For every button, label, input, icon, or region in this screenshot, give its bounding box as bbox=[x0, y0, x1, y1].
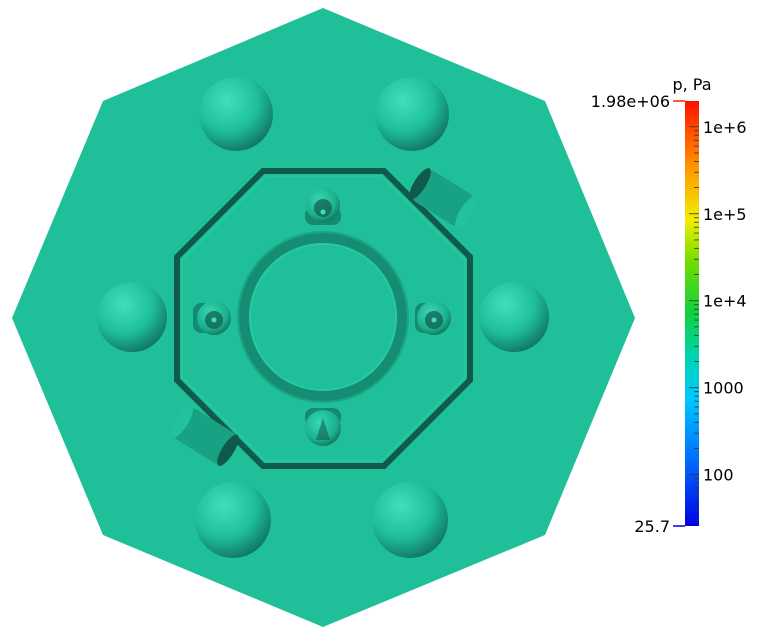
colorbar-ticks: 1e+6 1e+5 1e+4 1000 100 bbox=[689, 118, 747, 521]
central-ring bbox=[239, 233, 407, 401]
sphere-bottom-right bbox=[372, 482, 448, 558]
nozzle-right bbox=[415, 301, 451, 335]
colorbar-tick-label: 1e+4 bbox=[703, 292, 747, 311]
sphere-right bbox=[479, 282, 549, 352]
colorbar-tick-label: 100 bbox=[703, 466, 734, 485]
inner-octagon-frame-highlight bbox=[181, 175, 466, 462]
nozzle-bottom bbox=[305, 408, 341, 446]
sphere-left bbox=[97, 282, 167, 352]
color-legend: p, Pa 1e+6 1e+5 1e+4 1000 100 1.98e+06 25.7 bbox=[591, 75, 747, 536]
central-ring-inner-edge bbox=[249, 243, 397, 391]
nozzle-top bbox=[305, 188, 341, 225]
colorbar-gradient bbox=[685, 101, 699, 526]
colorbar-max-label: 1.98e+06 bbox=[591, 92, 670, 111]
central-ring-outer-edge bbox=[237, 231, 409, 403]
colorbar-tick-label: 1e+6 bbox=[703, 118, 747, 137]
octagonal-plate bbox=[12, 8, 635, 627]
nozzle-left bbox=[193, 301, 231, 335]
colorbar-min-label: 25.7 bbox=[634, 517, 670, 536]
sphere-top-left bbox=[199, 77, 273, 151]
sphere-bottom-left bbox=[195, 482, 271, 558]
colorbar-title: p, Pa bbox=[672, 75, 711, 94]
colorbar-tick-label: 1e+5 bbox=[703, 205, 747, 224]
sphere-top-right bbox=[375, 77, 449, 151]
inner-octagon-frame bbox=[174, 168, 473, 469]
colorbar-tick-label: 1000 bbox=[703, 379, 744, 398]
tilted-cylinder-top-right bbox=[409, 168, 477, 228]
tilted-cylinder-bottom-left bbox=[171, 406, 239, 466]
